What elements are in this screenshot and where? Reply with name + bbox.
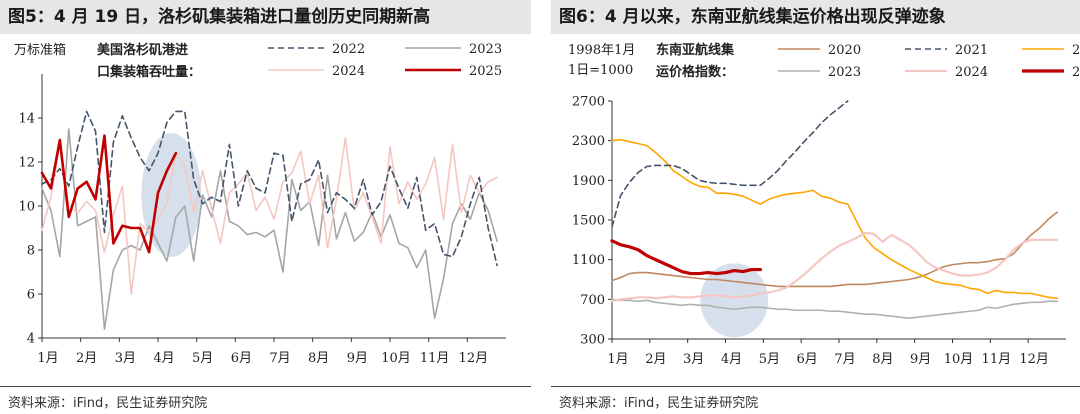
- y-tick-label: 4: [27, 332, 35, 347]
- x-tick-label: 5月: [192, 351, 213, 366]
- legend-label: 2025: [1072, 65, 1080, 80]
- x-tick-label: 12月: [459, 351, 489, 366]
- y-tick-label: 10: [18, 200, 35, 215]
- y-tick-label: 1900: [572, 174, 605, 189]
- series-description: 美国洛杉矶港进: [97, 42, 188, 58]
- y-tick-label: 1100: [572, 253, 605, 268]
- left-chart: 4 6 8 10 12 14 1月 2月 3月 4月 5月 6月 7月 8月 9月 10月 11月 12月 万标准箱…: [14, 42, 506, 366]
- y-tick-label: 2700: [572, 95, 605, 110]
- x-tick-label: 3月: [115, 351, 136, 366]
- x-tick-label: 10月: [381, 351, 411, 366]
- legend-label: 2020: [828, 43, 861, 58]
- chart-title: 图6：4 月以来，东南亚航线集运价格出现反弹迹象: [551, 0, 1080, 34]
- series-line-2025: [610, 239, 763, 276]
- x-tick-label: 12月: [1019, 352, 1049, 367]
- x-tick-label: 1月: [607, 352, 628, 367]
- x-tick-label: 8月: [308, 351, 329, 366]
- series-line-2020: [611, 211, 1059, 288]
- right-panel: 图6：4 月以来，东南亚航线集运价格出现反弹迹象 300 700 1100 1500 1…: [540, 0, 1080, 414]
- legend-label: 2023: [828, 65, 861, 80]
- legend-label: 2024: [332, 64, 365, 79]
- legend-label: 2024: [955, 65, 988, 80]
- y-tick-label: 6: [27, 288, 35, 303]
- x-tick-label: 11月: [420, 351, 450, 366]
- x-tick-label: 6月: [797, 352, 818, 367]
- x-tick-label: 3月: [683, 352, 704, 367]
- y-tick-label: 14: [18, 112, 35, 127]
- legend-label: 2022: [1072, 43, 1080, 58]
- y-tick-label: 700: [580, 293, 605, 308]
- unit-label: 1998年1月: [568, 43, 635, 58]
- legend-label: 2021: [955, 43, 988, 58]
- series-line-2025: [40, 134, 178, 254]
- x-tick-label: 7月: [834, 352, 855, 367]
- x-tick-label: 10月: [944, 352, 974, 367]
- series-line-2024: [41, 137, 498, 295]
- y-tick-label: 8: [27, 244, 35, 259]
- highlight-ellipse: [141, 133, 202, 257]
- legend-label: 2023: [469, 42, 502, 57]
- series-line-2023: [41, 128, 498, 331]
- series-description: 东南亚航线集: [656, 42, 735, 58]
- series-description: 口集装箱吞吐量：: [97, 64, 201, 80]
- source-note: 资料来源：iFind，民生证券研究院: [8, 396, 208, 411]
- source-divider: [0, 386, 531, 387]
- left-panel: 图5：4 月 19 日，洛杉矶集装箱进口量创历史同期新高 4 6 8 10 12 14 1月…: [0, 0, 531, 411]
- legend-label: 2025: [469, 64, 502, 79]
- y-tick-label: 300: [580, 333, 605, 348]
- x-tick-label: 9月: [347, 351, 368, 366]
- x-tick-label: 5月: [759, 352, 780, 367]
- x-tick-label: 6月: [231, 351, 252, 366]
- highlight-ellipse: [700, 263, 769, 338]
- y-tick-label: 1500: [572, 214, 605, 229]
- series-line-2022: [611, 138, 1059, 300]
- series-description: 运价格指数：: [656, 64, 734, 80]
- x-tick-label: 4月: [153, 351, 174, 366]
- y-tick-label: 2300: [572, 134, 605, 149]
- x-tick-label: 2月: [76, 351, 97, 366]
- source-divider: [551, 386, 1080, 387]
- chart-title: 图5：4 月 19 日，洛杉矶集装箱进口量创历史同期新高: [0, 0, 531, 34]
- series-line-2021: [611, 100, 849, 228]
- x-tick-label: 2月: [645, 352, 666, 367]
- unit-label: 万标准箱: [14, 42, 66, 58]
- right-chart: 300 700 1100 1500 1900 2300 2700 1月 2月 3月 4月 5月 6月 7月…: [568, 42, 1080, 367]
- series-line-2022: [41, 110, 498, 267]
- x-tick-label: 11月: [982, 352, 1012, 367]
- source-note: 资料来源：iFind，民生证券研究院: [559, 396, 759, 411]
- legend-label: 2022: [332, 42, 365, 57]
- y-tick-label: 12: [18, 156, 35, 171]
- x-tick-label: 4月: [721, 352, 742, 367]
- series-line-2024: [610, 231, 1059, 303]
- x-tick-label: 8月: [872, 352, 893, 367]
- series-line-2023: [611, 298, 1059, 319]
- x-tick-label: 9月: [910, 352, 931, 367]
- x-tick-label: 7月: [269, 351, 290, 366]
- x-tick-label: 1月: [37, 351, 58, 366]
- unit-label: 1日=1000: [568, 63, 633, 78]
